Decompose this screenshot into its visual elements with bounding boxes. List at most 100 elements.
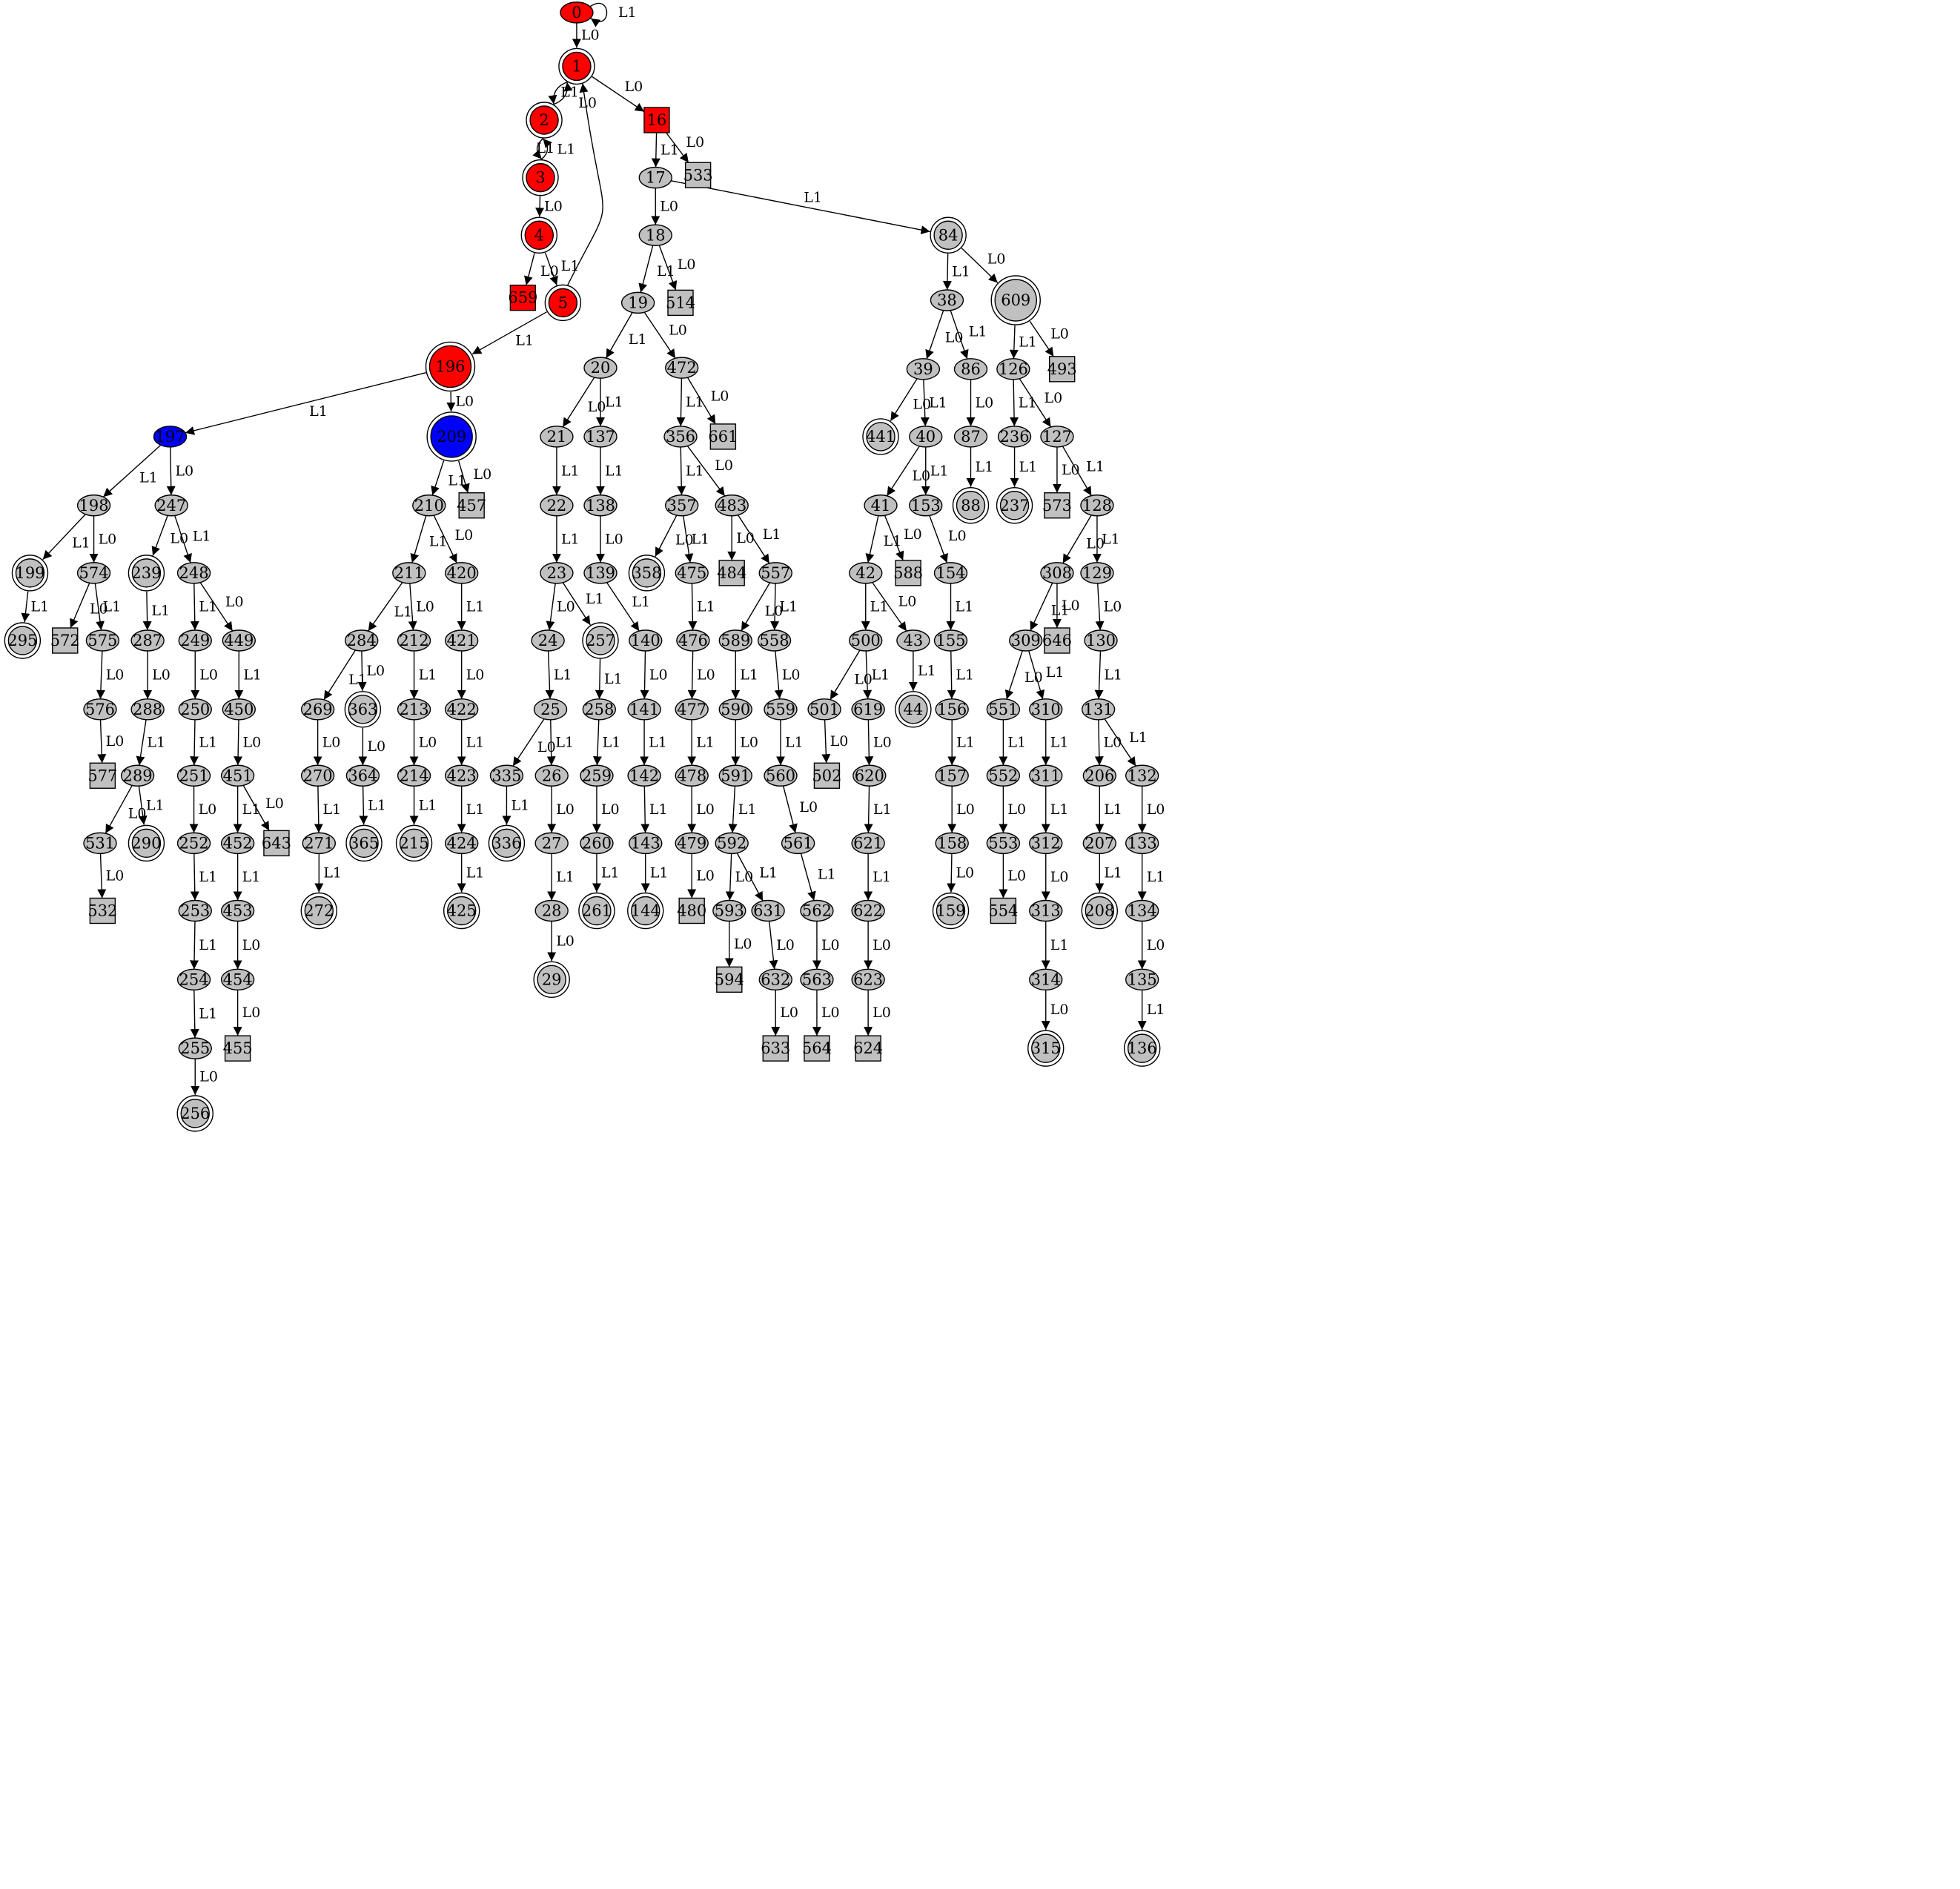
node-label: 623 (853, 970, 883, 988)
edge-label: L0 (686, 134, 704, 150)
node-288: 288 (130, 698, 165, 721)
edge-label: L1 (561, 463, 580, 479)
edge-label: L0 (873, 735, 892, 751)
edge-363-to-364: L0 (358, 727, 385, 766)
node-ellipse (76, 494, 111, 517)
node-ellipse (1029, 832, 1063, 855)
node-455: 455 (223, 1035, 253, 1062)
node-532: 532 (87, 897, 117, 924)
node-label: 136 (1128, 1039, 1157, 1057)
edge-label: L1 (697, 598, 715, 615)
node-214: 214 (397, 764, 431, 787)
node-257: 257 (582, 622, 619, 659)
node-inner-circle (582, 896, 612, 926)
edge-552-to-553: L0 (999, 786, 1026, 833)
node-284: 284 (344, 629, 379, 652)
node-138: 138 (583, 494, 618, 517)
edge-211-to-284: L1 (368, 582, 412, 632)
node-label: 577 (87, 767, 117, 784)
edge-label: L1 (1019, 459, 1038, 475)
node-label: 155 (936, 632, 965, 649)
edge-212-to-213: L1 (409, 651, 437, 699)
edge-label: L1 (368, 797, 386, 813)
edge-356-to-357: L1 (677, 446, 704, 495)
node-27: 27 (534, 832, 569, 855)
node-ellipse (1125, 899, 1159, 922)
edge-label: L1 (557, 142, 576, 158)
edge-451-to-643: L0 (242, 785, 284, 831)
edge-label: L1 (650, 864, 669, 881)
edge-line (544, 252, 558, 286)
edge-1-to-16: L0 (592, 76, 645, 113)
node-box (667, 289, 694, 317)
edge-label: L0 (696, 801, 715, 818)
node-514: 514 (666, 289, 695, 317)
edge-260-to-261: L1 (592, 853, 620, 893)
node-box (762, 1035, 789, 1062)
edge-line (532, 138, 543, 160)
node-335: 335 (489, 764, 524, 787)
edge-label: L0 (1103, 598, 1122, 615)
edge-422-to-423: L1 (457, 719, 484, 766)
edge-label: L1 (873, 869, 891, 885)
node-ellipse (1125, 764, 1159, 787)
node-254: 254 (176, 968, 211, 991)
edge-line (774, 650, 784, 699)
edge-label: L0 (557, 598, 575, 615)
edge-label: L1 (30, 598, 49, 615)
node-label: 493 (1047, 360, 1077, 378)
node-5: 5 (544, 284, 582, 322)
node-632: 632 (758, 968, 792, 991)
edge-line (782, 785, 798, 833)
edge-42-to-500: L1 (861, 583, 888, 630)
node-260: 260 (580, 832, 614, 855)
edge-593-to-594: L0 (724, 921, 752, 967)
node-label: 311 (1031, 767, 1061, 784)
edge-23-to-257: L1 (562, 582, 604, 626)
edge-label: L1 (1104, 801, 1122, 818)
node-label: 356 (666, 428, 695, 446)
node-659: 659 (508, 284, 537, 311)
node-157: 157 (935, 764, 969, 787)
node-311: 311 (1029, 764, 1063, 787)
node-140: 140 (629, 629, 663, 652)
node-126: 126 (996, 358, 1030, 380)
node-199: 199 (11, 555, 49, 592)
edge-label: L0 (537, 739, 556, 755)
node-84: 84 (930, 216, 967, 254)
node-20: 20 (583, 357, 618, 379)
node-label: 17 (646, 169, 666, 187)
edge-label: L0 (199, 1069, 218, 1085)
edge-562-to-563: L0 (812, 921, 840, 970)
edge-line (458, 460, 470, 493)
edge-line (686, 446, 726, 497)
node-144: 144 (627, 892, 664, 930)
node-label: 593 (715, 902, 744, 920)
edge-313-to-314: L1 (1041, 921, 1068, 970)
edge-label: L0 (1050, 869, 1069, 885)
edge-label: L0 (776, 937, 795, 953)
edge-label: L1 (511, 797, 529, 813)
node-589: 589 (718, 629, 752, 652)
node-label: 271 (304, 834, 334, 852)
edge-line (605, 312, 633, 359)
node-label: 260 (582, 834, 612, 852)
node-620: 620 (852, 764, 887, 787)
node-136: 136 (1123, 1030, 1161, 1067)
edge-label: L1 (322, 801, 341, 818)
edge-label: L1 (419, 666, 437, 683)
edge-289-to-290: L1 (138, 786, 165, 825)
node-inner-circle (446, 896, 477, 926)
edge-270-to-271: L1 (314, 786, 341, 833)
edge-label: L1 (515, 333, 534, 349)
node-420: 420 (444, 562, 479, 584)
edge-label: L0 (854, 672, 873, 688)
node-box (804, 1035, 830, 1062)
node-ellipse (178, 698, 212, 721)
node-label: 564 (802, 1039, 832, 1057)
node-500: 500 (849, 629, 883, 652)
edge-0-to-0: L1 (589, 2, 637, 27)
node-label: 441 (866, 428, 895, 446)
node-ellipse (781, 832, 815, 855)
node-label: 620 (855, 767, 884, 784)
